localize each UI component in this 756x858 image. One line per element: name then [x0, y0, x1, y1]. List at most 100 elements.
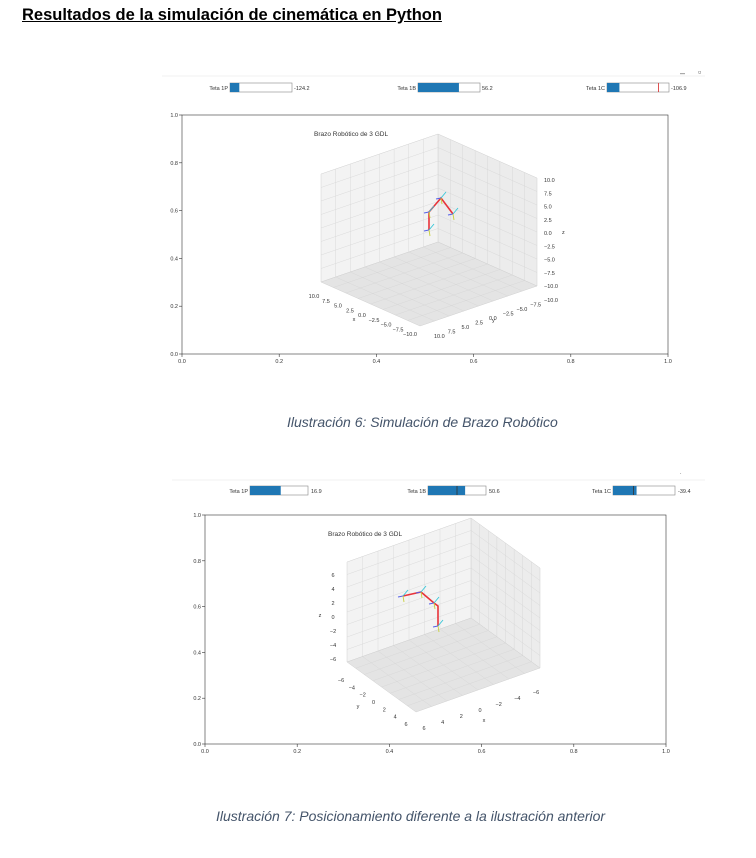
slider-value: 56.2 — [482, 86, 493, 92]
z-tick-label: 2.5 — [544, 218, 552, 224]
grid-line — [346, 567, 472, 613]
frame-axis — [437, 625, 440, 633]
frame-axis — [428, 602, 435, 605]
slider-value: -106.9 — [671, 86, 687, 92]
y-tick-label: 2 — [383, 707, 386, 713]
x-tick-label: 2.5 — [346, 308, 354, 314]
z-tick-label: 5.0 — [544, 205, 552, 211]
y-tick-label: 0.2 — [170, 304, 178, 310]
z-tick-label: −2 — [330, 629, 336, 635]
x-tick-label: 0.6 — [478, 749, 486, 755]
x-tick-label: 7.5 — [322, 299, 330, 305]
frame-axis — [402, 589, 409, 597]
slider-label: Teta 1C — [586, 86, 605, 92]
grid-line — [381, 642, 506, 688]
y-axis-label: y — [492, 318, 495, 324]
z-tick-label: −4 — [330, 643, 336, 649]
grid-line — [346, 542, 472, 588]
grid-line — [346, 530, 472, 575]
frame-axis — [428, 205, 435, 213]
slider-fill — [250, 486, 281, 495]
plot-title: Brazo Robótico de 3 GDL — [314, 131, 388, 138]
plot-title: Brazo Robótico de 3 GDL — [328, 531, 402, 538]
x-tick-label: −2 — [496, 702, 502, 708]
minimize-icon[interactable]: – — [680, 68, 686, 78]
y-tick-label: 0.4 — [193, 650, 201, 656]
slider-label: Teta 1P — [209, 86, 228, 92]
x-tick-label: 2 — [460, 714, 463, 720]
z-axis-label: z — [319, 613, 322, 619]
y-tick-label: 0.6 — [170, 209, 178, 215]
grid-line — [437, 147, 538, 192]
x-tick-label: 0.2 — [275, 359, 283, 365]
grid-line — [358, 258, 476, 299]
x-tick-label: 10.0 — [309, 294, 320, 300]
y-tick-label: −2 — [360, 693, 366, 699]
y-tick-label: 0.8 — [193, 559, 201, 565]
slider-value: -124.2 — [294, 86, 310, 92]
x-tick-label: 1.0 — [664, 359, 672, 365]
x-tick-label: 0.8 — [570, 749, 578, 755]
grid-line — [320, 187, 439, 229]
arm-links — [428, 196, 454, 230]
z-axis-label: z — [562, 230, 565, 236]
grid-line — [470, 567, 541, 619]
grid-line — [437, 160, 538, 206]
frame-axis — [423, 229, 430, 232]
grid-line — [370, 263, 488, 305]
slider-3[interactable]: Teta 1C -39.4 — [592, 485, 691, 496]
slider-3[interactable]: Teta 1C -106.9 — [586, 82, 687, 93]
slider-2[interactable]: Teta 1B 56.2 — [397, 82, 493, 93]
x-tick-label: 0.0 — [178, 359, 186, 365]
restore-icon[interactable]: ▫ — [698, 67, 702, 77]
frame-axis — [432, 625, 439, 628]
robot-arm — [423, 191, 459, 237]
y-tick-label: 0.6 — [193, 605, 201, 611]
grid-line — [320, 174, 439, 215]
x-tick-label: 4 — [441, 720, 444, 726]
slider-fill — [418, 83, 459, 92]
y-tick-label: −2.5 — [503, 312, 514, 318]
y-tick-label: 5.0 — [462, 325, 470, 331]
y-tick-label: −5.0 — [517, 307, 528, 313]
slider-1[interactable]: Teta 1P 16.9 — [229, 485, 322, 496]
y-tick-label: 0.0 — [489, 316, 497, 322]
z-tick-label: 6 — [331, 573, 334, 579]
slider-1[interactable]: Teta 1P -124.2 — [209, 82, 310, 93]
y-tick-label: 4 — [394, 715, 397, 721]
x-tick-label: 0.8 — [567, 359, 575, 365]
frame-axis — [447, 213, 454, 216]
x-tick-label: −4 — [514, 696, 520, 702]
x-tick-label: 0.4 — [386, 749, 394, 755]
grid-line — [345, 252, 463, 294]
grid-line — [470, 530, 541, 581]
slider-value: 50.6 — [489, 489, 500, 495]
figure-1-screenshot: Teta 1P -124.2 Teta 1B 56.2 Teta 1C -106.9 0.0… — [162, 75, 705, 365]
frame-axis — [440, 191, 447, 199]
plot-3d-box — [320, 133, 538, 327]
grid-line — [364, 630, 489, 675]
x-tick-label: 6 — [422, 726, 425, 732]
grid-line — [437, 174, 538, 219]
slider-label: Teta 1B — [407, 489, 426, 495]
z-tick-label: 2 — [331, 601, 334, 607]
x-tick-label: 0.0 — [201, 749, 209, 755]
y-tick-label: 6 — [404, 722, 407, 728]
y-tick-label: 1.0 — [170, 113, 178, 119]
y-tick-label: −4 — [349, 685, 355, 691]
grid-line — [408, 251, 508, 297]
slider-label: Teta 1B — [397, 86, 416, 92]
z-tick-label: −6 — [330, 657, 336, 663]
z-tick-label: −10.0 — [544, 284, 558, 290]
y-tick-label: 0.8 — [170, 161, 178, 167]
slider-value: 16.9 — [311, 489, 322, 495]
robot-arm — [397, 585, 444, 633]
x-axis-label: x — [353, 317, 356, 323]
slider-2[interactable]: Teta 1B 50.6 — [407, 485, 500, 496]
grid-line — [346, 555, 472, 600]
frame-axis — [437, 619, 444, 627]
grid-line — [439, 628, 510, 680]
caption-2: Ilustración 7: Posicionamiento diferente… — [216, 808, 606, 824]
plot-3d-box — [346, 517, 541, 713]
frame-axis — [415, 591, 422, 594]
